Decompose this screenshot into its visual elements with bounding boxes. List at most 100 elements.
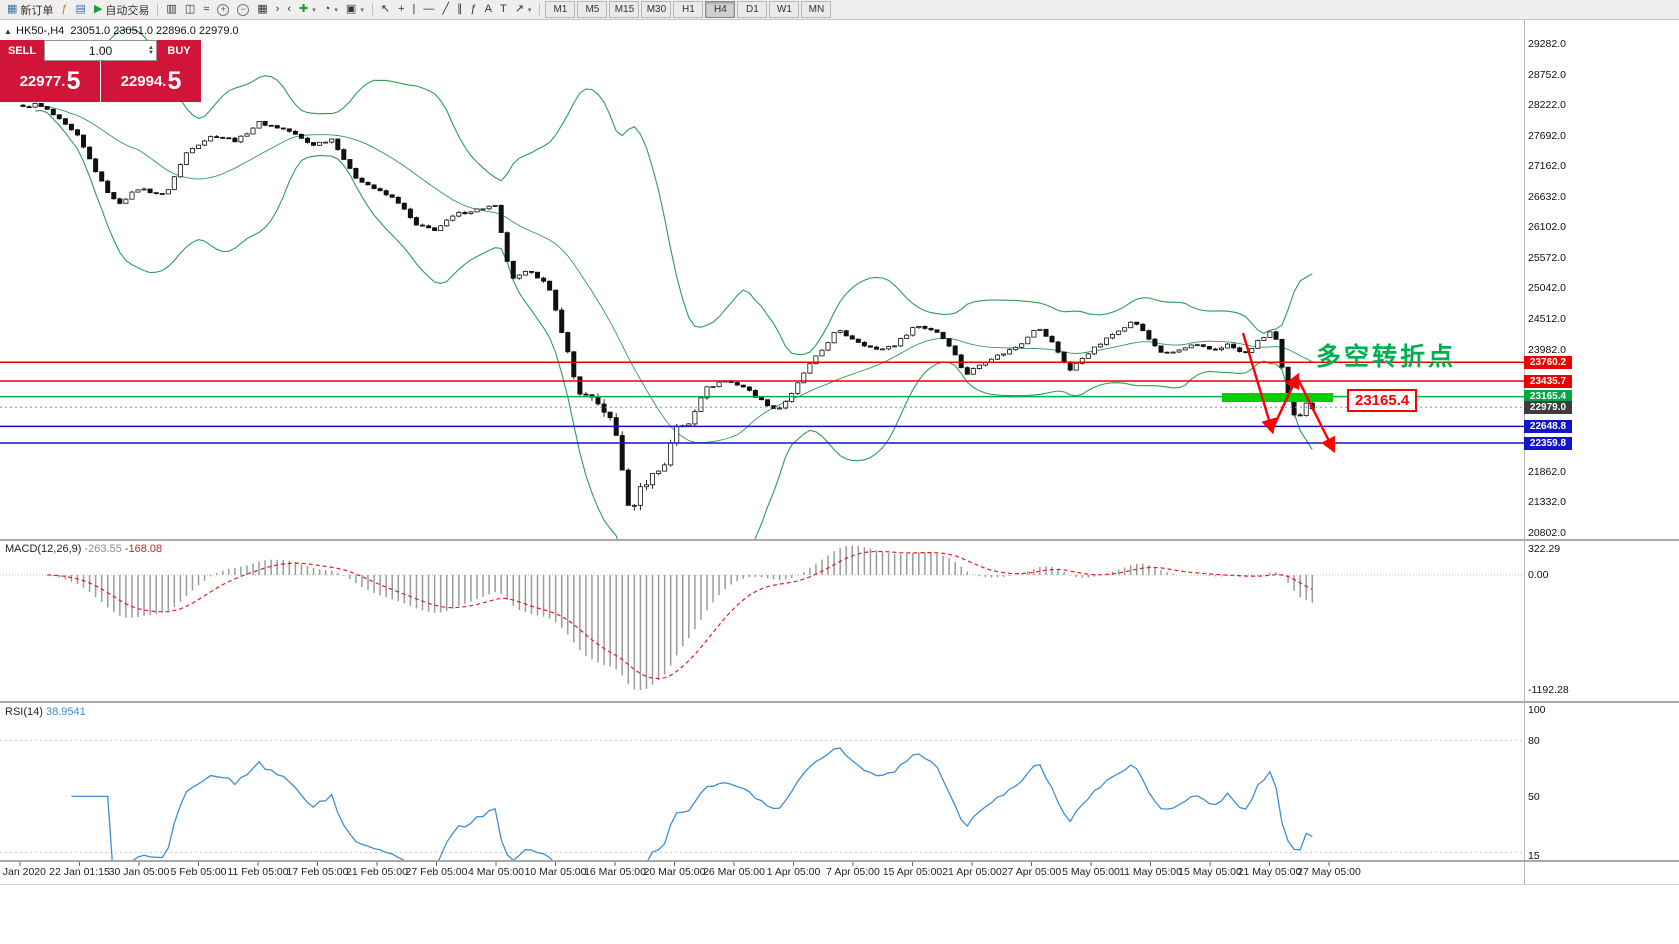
candlestick-chart-button[interactable]: ◫: [181, 0, 199, 19]
profiles-icon: ▤: [75, 3, 86, 15]
tile-windows-button[interactable]: ▦: [253, 0, 271, 19]
rsi-axis-label: 50: [1528, 791, 1540, 804]
autotrading-button[interactable]: ▶ 自动交易: [90, 0, 153, 19]
pane-separator-rsi-axis: [0, 860, 1679, 862]
buy-price[interactable]: 22994. 5: [101, 61, 201, 102]
timeframe-w1-button[interactable]: W1: [769, 1, 800, 18]
time-axis-label: 22 Jan 01:15: [49, 866, 110, 878]
dropdown-caret-icon[interactable]: ▾: [334, 6, 338, 14]
price-axis-label: 23982.0: [1528, 343, 1566, 356]
indicator-list-button[interactable]: ƒ: [57, 0, 71, 19]
volume-down-icon[interactable]: ▼: [148, 49, 154, 56]
volume-stepper[interactable]: ▲ ▼: [148, 44, 154, 56]
time-axis-label: 11 May 05:00: [1119, 866, 1182, 878]
new-order-button[interactable]: ▦ 新订单: [3, 0, 57, 19]
level-price-label: 22359.8: [1524, 436, 1572, 450]
new-chart-button[interactable]: ✚ ▾: [295, 0, 320, 19]
crosshair-button[interactable]: +: [394, 0, 408, 19]
new-chart-icon: ✚: [299, 3, 309, 15]
price-axis-label: 20802.0: [1528, 526, 1566, 539]
volume-field[interactable]: 1.00 ▲ ▼: [44, 40, 157, 61]
price-axis-label: 25572.0: [1528, 251, 1566, 264]
turning-point-annotation[interactable]: 多空转折点: [1316, 343, 1457, 371]
channel-button[interactable]: ∥: [453, 0, 467, 19]
price-axis-border: [1524, 20, 1525, 884]
level-callout[interactable]: 23165.4: [1347, 389, 1418, 412]
price-axis-label: 27692.0: [1528, 129, 1566, 142]
time-axis-label: 16 Mar 05:00: [584, 866, 646, 878]
rsi-axis-label: 15: [1528, 850, 1540, 862]
buy-button[interactable]: BUY: [157, 40, 201, 61]
bar-chart-button[interactable]: ▥: [162, 0, 180, 19]
highlight-zone[interactable]: [1222, 393, 1333, 402]
price-axis-label: 28752.0: [1528, 68, 1566, 81]
timeframe-h4-button[interactable]: H4: [705, 1, 736, 18]
trend-arrow[interactable]: [1270, 372, 1300, 431]
dropdown-caret-icon[interactable]: ▾: [360, 6, 364, 14]
rsi-axis-label: 80: [1528, 735, 1540, 748]
volume-value[interactable]: 1.00: [88, 43, 113, 58]
sell-price[interactable]: 22977. 5: [0, 61, 100, 102]
oct-collapse-arrow-icon[interactable]: ▲: [4, 27, 12, 36]
time-axis-label: 27 Apr 05:00: [1001, 866, 1062, 878]
time-axis-label: 21 May 05:00: [1237, 866, 1302, 878]
macd-axis-label: 322.29: [1528, 543, 1561, 555]
rsi-line: [71, 747, 1313, 860]
timeframe-d1-button[interactable]: D1: [737, 1, 768, 18]
label-icon: T: [499, 3, 507, 15]
buy-price-main: 22994.: [120, 73, 167, 90]
macd-name: MACD(12,26,9): [5, 543, 82, 555]
autotrading-icon: ▶: [93, 3, 103, 15]
price-axis-label: 29282.0: [1528, 38, 1566, 50]
dropdown-caret-icon[interactable]: ▾: [527, 6, 532, 14]
profiles-button[interactable]: ▤: [72, 0, 90, 19]
trendline-button[interactable]: ╱: [438, 0, 453, 19]
cursor-icon: ↖: [380, 3, 391, 15]
sell-button[interactable]: SELL: [0, 40, 44, 61]
toolbar-separator: [539, 3, 541, 16]
text-icon: A: [484, 3, 492, 15]
chart-shift-icon: ‹: [287, 3, 292, 15]
timeframe-m30-button[interactable]: M30: [641, 1, 672, 18]
dropdown-caret-icon[interactable]: ▾: [312, 6, 316, 14]
time-axis-label: 27 May 05:00: [1297, 866, 1361, 878]
time-axis-label: 17 Feb 05:00: [286, 866, 349, 878]
level-price-label: 23435.7: [1524, 374, 1572, 388]
timeframe-m5-button[interactable]: M5: [577, 1, 608, 18]
label-button[interactable]: T: [496, 0, 511, 19]
pane-separator-macd-rsi[interactable]: [0, 701, 1679, 703]
bollinger-bands: [35, 28, 1313, 540]
zoom-out-button[interactable]: −: [233, 0, 253, 19]
price-axis-label: 26102.0: [1528, 221, 1566, 234]
timeframe-m1-button[interactable]: M1: [545, 1, 576, 18]
templates-button[interactable]: ▣ ▾: [342, 0, 368, 19]
timeframe-m15-button[interactable]: M15: [609, 1, 640, 18]
chart-shift-button[interactable]: ‹: [283, 0, 295, 19]
time-axis-label: 27 Feb 05:00: [405, 866, 468, 878]
macd-pane: [0, 545, 1524, 690]
crosshair-icon: +: [398, 3, 405, 15]
vertical-line-button[interactable]: |: [409, 0, 420, 19]
price-axis-label: 21332.0: [1528, 496, 1566, 509]
arrows-button[interactable]: ↗ ▾: [511, 0, 536, 19]
volume-up-icon[interactable]: ▲: [148, 44, 154, 51]
line-chart-button[interactable]: ≈: [199, 0, 213, 19]
text-button[interactable]: A: [481, 0, 496, 19]
zoom-in-icon: +: [217, 3, 230, 16]
tile-windows-icon: ▦: [257, 3, 268, 15]
trend-arrow[interactable]: [1241, 332, 1277, 435]
pane-separator-main-macd[interactable]: [0, 539, 1679, 541]
cursor-button[interactable]: ↖: [377, 0, 394, 19]
trend-arrow[interactable]: [1295, 376, 1336, 454]
fibonacci-button[interactable]: ƒ: [466, 0, 480, 19]
timeframe-h1-button[interactable]: H1: [673, 1, 704, 18]
timeframe-mn-button[interactable]: MN: [801, 1, 832, 18]
auto-scroll-button[interactable]: ›: [272, 0, 284, 19]
time-axis-label: 15 May 05:00: [1178, 866, 1242, 878]
zoom-in-button[interactable]: +: [213, 0, 233, 19]
zoom-out-icon: −: [237, 3, 250, 16]
level-price-label: 22648.8: [1524, 419, 1572, 433]
horizontal-line-button[interactable]: —: [419, 0, 438, 19]
periods-button[interactable]: ◔ ▾: [320, 0, 342, 19]
